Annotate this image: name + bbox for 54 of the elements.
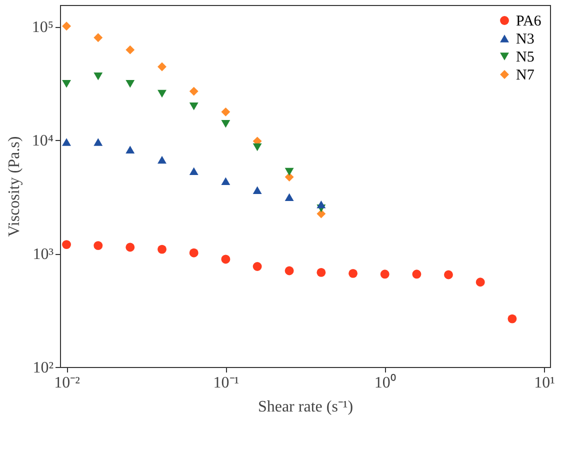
point <box>348 268 358 278</box>
point <box>62 138 71 146</box>
point <box>316 268 326 277</box>
point <box>284 168 294 176</box>
point <box>444 270 453 280</box>
point <box>380 270 390 279</box>
point <box>94 138 103 146</box>
y-tick-label: 10³ <box>32 246 54 264</box>
point <box>316 200 326 208</box>
point <box>94 241 103 250</box>
point <box>284 172 294 182</box>
point <box>62 240 71 250</box>
point <box>476 278 485 287</box>
point <box>252 262 262 271</box>
point <box>158 90 166 98</box>
point <box>189 102 198 110</box>
point <box>158 244 166 254</box>
legend-label: N3 <box>516 32 534 48</box>
point <box>158 62 166 72</box>
point <box>252 143 262 152</box>
point <box>62 22 71 31</box>
point <box>94 33 103 42</box>
x-axis-title: Shear rate (s⁻¹) <box>258 398 354 416</box>
point <box>412 270 422 279</box>
point <box>221 120 230 128</box>
y-tick-label: 10⁵ <box>32 19 54 36</box>
y-tick-label: 10⁴ <box>32 132 54 150</box>
point <box>126 146 135 154</box>
y-axis-title: Viscosity (Pa.s) <box>6 136 23 237</box>
x-tick-label: 10⁰ <box>374 374 396 392</box>
point <box>221 107 230 116</box>
x-tick-label: 10¹ <box>534 374 556 392</box>
point <box>284 193 294 202</box>
point <box>189 167 198 176</box>
point <box>284 266 294 276</box>
legend-label: N7 <box>516 68 535 84</box>
point <box>62 80 71 88</box>
point <box>508 314 517 324</box>
point <box>126 80 135 88</box>
point <box>189 86 198 96</box>
point <box>126 242 135 252</box>
y-tick-label: 10² <box>32 360 54 376</box>
point <box>189 248 198 258</box>
x-tick-label: 10⁻¹ <box>213 374 240 392</box>
legend-label: N5 <box>516 50 534 66</box>
x-tick-label: 10⁻² <box>54 374 80 392</box>
point <box>158 156 166 164</box>
point <box>252 186 262 194</box>
point <box>316 209 326 218</box>
point <box>94 72 103 80</box>
point <box>126 45 135 54</box>
legend-label: PA6 <box>516 14 542 30</box>
point <box>221 177 230 185</box>
point <box>221 254 230 264</box>
